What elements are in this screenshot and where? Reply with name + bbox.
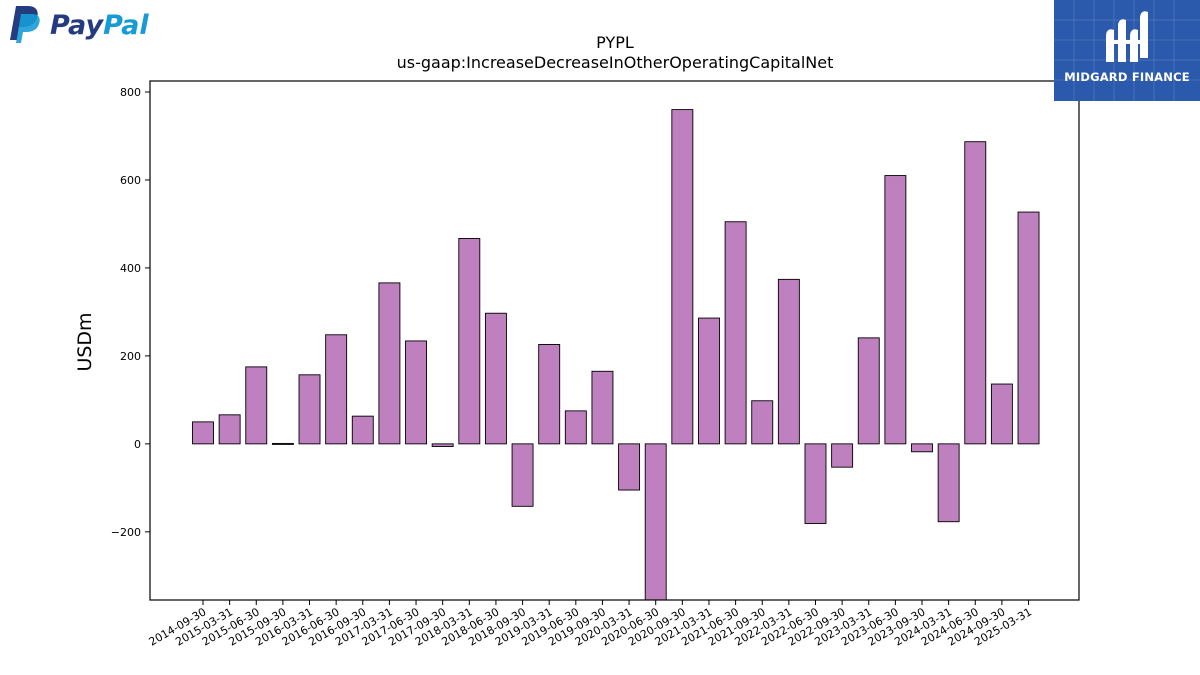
- bar-2016-09-30: [351, 415, 374, 445]
- y-axis-label: USDm: [74, 312, 96, 371]
- bar-2023-06-30: [884, 175, 907, 445]
- bar-2021-06-30: [724, 221, 747, 445]
- bar-2016-03-31: [298, 374, 321, 445]
- midgard-finance-text: MIDGARD FINANCE: [1064, 70, 1190, 84]
- bar-2014-09-30: [192, 421, 214, 445]
- bar-2015-09-30: [271, 442, 294, 445]
- y-tick-label: 0: [134, 438, 141, 451]
- y-axis-ticks: −200 0 200 400 600 800: [111, 86, 150, 539]
- bar-2018-06-30: [484, 312, 507, 445]
- bar-2024-06-30: [964, 141, 987, 445]
- x-axis-ticks: 2014-09-302015-03-312015-06-302015-09-30…: [147, 600, 1034, 649]
- bar-2019-03-31: [538, 344, 561, 445]
- y-tick-label: 400: [120, 262, 141, 275]
- chart-title: PYPL: [596, 33, 634, 52]
- midgard-finance-logo: MIDGARD FINANCE: [1054, 0, 1200, 101]
- midgard-finance-logo-icon: [1054, 0, 1200, 101]
- paypal-word-pal: Pal: [103, 10, 149, 41]
- paypal-wordmark: PayPal: [50, 10, 149, 41]
- bars-group: [192, 109, 1040, 601]
- bar-2022-06-30: [804, 443, 827, 524]
- bar-2015-03-31: [218, 414, 241, 445]
- bar-2024-09-30: [990, 383, 1013, 445]
- y-tick-label: 800: [120, 86, 141, 99]
- bar-2016-06-30: [325, 334, 348, 445]
- plot-frame: [149, 80, 1080, 601]
- bar-2018-03-31: [458, 238, 481, 445]
- bar-2023-09-30: [911, 443, 933, 453]
- bar-2023-03-31: [857, 337, 880, 445]
- bar-2021-09-30: [751, 400, 774, 445]
- paypal-logo: PayPal: [4, 4, 164, 44]
- bar-2018-09-30: [511, 443, 534, 507]
- y-tick-label: −200: [111, 526, 141, 539]
- bar-2022-03-31: [777, 278, 800, 445]
- y-tick-label: 200: [120, 350, 141, 363]
- bar-2021-03-31: [698, 317, 720, 445]
- paypal-logo-icon: [10, 6, 40, 43]
- bar-2020-06-30: [644, 443, 667, 601]
- chart-subtitle: us-gaap:IncreaseDecreaseInOtherOperating…: [397, 53, 834, 72]
- y-tick-label: 600: [120, 174, 141, 187]
- paypal-word-pay: Pay: [50, 10, 104, 41]
- bar-2025-03-31: [1017, 211, 1040, 445]
- bar-2017-03-31: [378, 282, 401, 445]
- bar-2015-06-30: [245, 366, 268, 445]
- bar-2017-06-30: [405, 340, 427, 445]
- bar-2017-09-30: [431, 443, 454, 447]
- bar-2022-09-30: [831, 443, 854, 468]
- bar-2019-09-30: [591, 370, 614, 445]
- bar-2019-06-30: [564, 410, 587, 445]
- bar-2024-03-31: [937, 443, 960, 523]
- bar-2020-03-31: [618, 443, 641, 491]
- bar-2020-09-30: [671, 109, 694, 445]
